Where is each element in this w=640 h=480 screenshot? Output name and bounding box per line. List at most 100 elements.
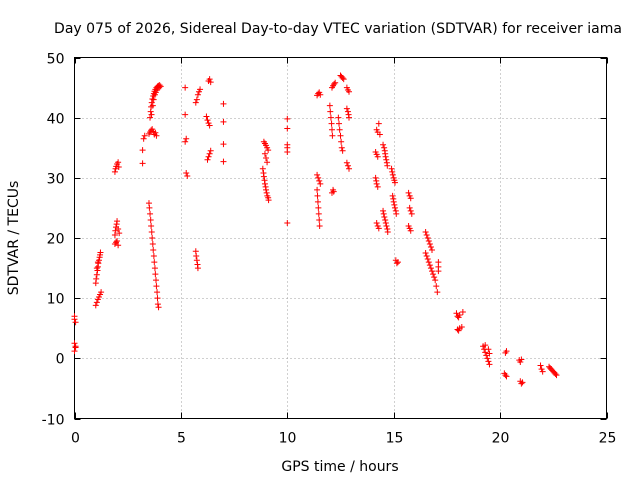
data-point [314, 186, 321, 193]
data-point [115, 159, 122, 166]
data-point [426, 262, 433, 269]
data-point [485, 346, 492, 353]
data-point [382, 216, 389, 223]
data-point [115, 242, 122, 249]
data-point [206, 150, 213, 157]
data-point [263, 189, 270, 196]
data-point [427, 265, 434, 272]
data-point [220, 100, 227, 107]
data-point [486, 361, 493, 368]
data-point [148, 222, 155, 229]
data-point [374, 153, 381, 160]
data-point [407, 195, 414, 202]
x-tick-label: 20 [492, 431, 510, 447]
data-point [338, 138, 345, 145]
data-point [315, 204, 322, 211]
data-point [207, 147, 214, 154]
data-point [183, 135, 190, 142]
data-point [265, 147, 272, 154]
data-point [316, 177, 323, 184]
data-point [148, 111, 155, 118]
data-point [153, 277, 160, 284]
x-tick-label: 15 [386, 431, 404, 447]
data-point [193, 253, 200, 260]
data-point [139, 160, 146, 167]
data-point [537, 362, 544, 369]
data-point [114, 238, 121, 245]
data-point [389, 168, 396, 175]
data-point [259, 165, 266, 172]
data-point [329, 132, 336, 139]
data-series-sdtvar [71, 72, 560, 387]
data-point [193, 96, 200, 103]
data-point [92, 302, 99, 309]
data-point [112, 239, 119, 246]
data-point [184, 173, 191, 180]
data-point [149, 235, 156, 241]
data-point [183, 170, 190, 177]
data-point [425, 238, 432, 245]
data-point [373, 180, 380, 187]
data-point [317, 91, 324, 98]
data-point [149, 241, 156, 248]
data-point [393, 210, 400, 217]
axis-ticks [74, 57, 608, 420]
data-point [111, 168, 118, 175]
data-point [502, 372, 509, 379]
data-point [376, 131, 383, 138]
x-tick-label: 5 [177, 431, 186, 447]
data-point [339, 147, 346, 154]
data-point [154, 301, 161, 308]
data-point [204, 117, 211, 124]
data-point [423, 231, 430, 238]
data-point [338, 144, 345, 151]
data-point [432, 277, 439, 284]
data-point [149, 102, 156, 109]
data-point [265, 197, 272, 204]
data-point [115, 225, 122, 232]
data-point [389, 171, 396, 178]
data-point [182, 138, 189, 145]
data-point [205, 153, 212, 160]
data-point [316, 222, 323, 229]
data-point [154, 85, 161, 92]
data-point [326, 102, 333, 109]
data-point [317, 180, 324, 187]
data-point [150, 253, 157, 260]
data-point [427, 244, 434, 251]
data-point [72, 319, 79, 326]
data-point [194, 265, 201, 272]
data-point [154, 295, 161, 302]
x-tick-label: 25 [599, 431, 617, 447]
data-point [375, 120, 382, 127]
data-point [336, 120, 343, 127]
data-point [328, 126, 335, 133]
data-point [430, 271, 437, 278]
data-point [343, 105, 350, 112]
data-point [336, 126, 343, 133]
data-point [486, 350, 493, 357]
data-point [393, 260, 400, 267]
data-point [284, 148, 291, 155]
data-point [139, 147, 146, 154]
y-tick-label: -10 [42, 413, 65, 429]
data-point [381, 213, 388, 220]
data-point [383, 156, 390, 163]
data-point [314, 171, 321, 178]
data-point [150, 96, 157, 103]
data-point [346, 165, 353, 172]
data-point [374, 183, 381, 190]
data-point [98, 289, 105, 296]
data-point [220, 158, 227, 165]
data-point [343, 159, 350, 166]
data-point [407, 227, 414, 234]
data-point [71, 340, 78, 347]
data-point [405, 189, 412, 196]
data-point [380, 207, 387, 214]
data-point [453, 310, 460, 317]
data-point [93, 271, 100, 278]
data-point [346, 88, 353, 95]
data-point [153, 283, 160, 290]
data-point [316, 216, 323, 223]
